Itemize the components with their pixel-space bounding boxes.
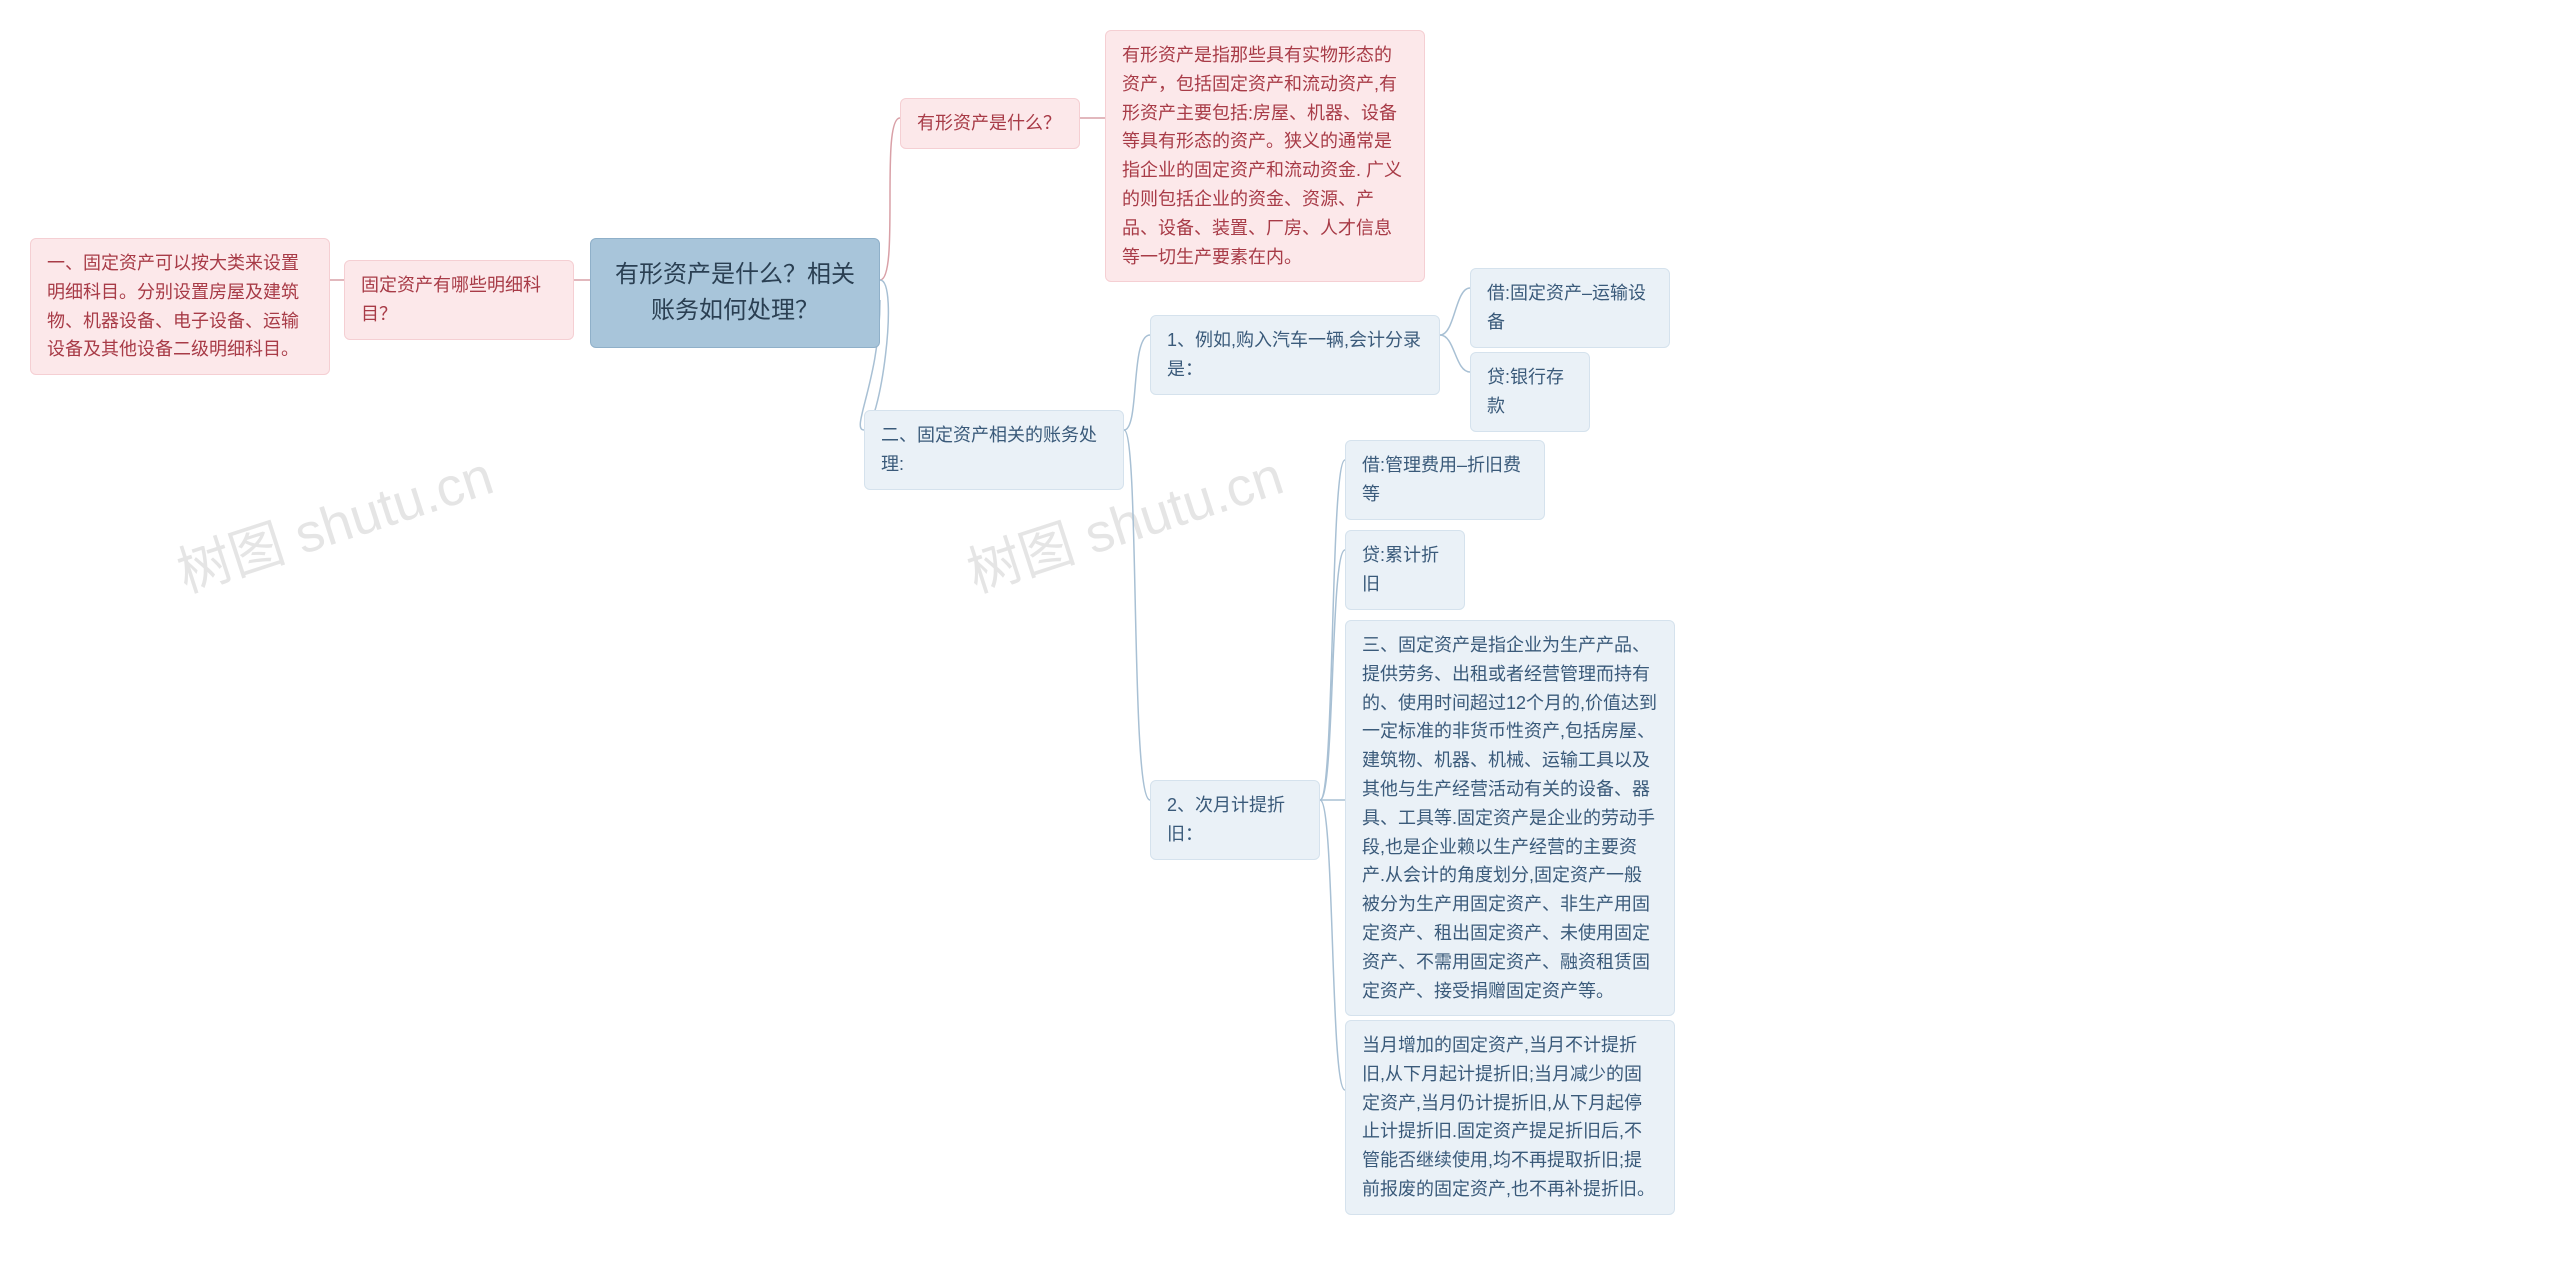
ex2c: 三、固定资产是指企业为生产产品、提供劳务、出租或者经营管理而持有的、使用时间超过… [1345, 620, 1675, 1016]
root-node: 有形资产是什么？相关账务如何处理？ [590, 238, 880, 348]
left-level1: 固定资产有哪些明细科目？ [344, 260, 574, 340]
ex1: 1、例如,购入汽车一辆,会计分录是： [1150, 315, 1440, 395]
ex2: 2、次月计提折旧： [1150, 780, 1320, 860]
right-branch2: 二、固定资产相关的账务处理: [864, 410, 1124, 490]
right-branch1-child: 有形资产是指那些具有实物形态的资产，包括固定资产和流动资产,有形资产主要包括:房… [1105, 30, 1425, 282]
left-level2: 一、固定资产可以按大类来设置明细科目。分别设置房屋及建筑物、机器设备、电子设备、… [30, 238, 330, 375]
watermark-1: 树图 shutu.cn [166, 431, 502, 607]
ex2a: 借:管理费用–折旧费等 [1345, 440, 1545, 520]
ex2b: 贷:累计折旧 [1345, 530, 1465, 610]
ex1a: 借:固定资产–运输设备 [1470, 268, 1670, 348]
ex2d: 当月增加的固定资产,当月不计提折旧,从下月起计提折旧;当月减少的固定资产,当月仍… [1345, 1020, 1675, 1215]
ex1b: 贷:银行存款 [1470, 352, 1590, 432]
right-branch1: 有形资产是什么？ [900, 98, 1080, 149]
